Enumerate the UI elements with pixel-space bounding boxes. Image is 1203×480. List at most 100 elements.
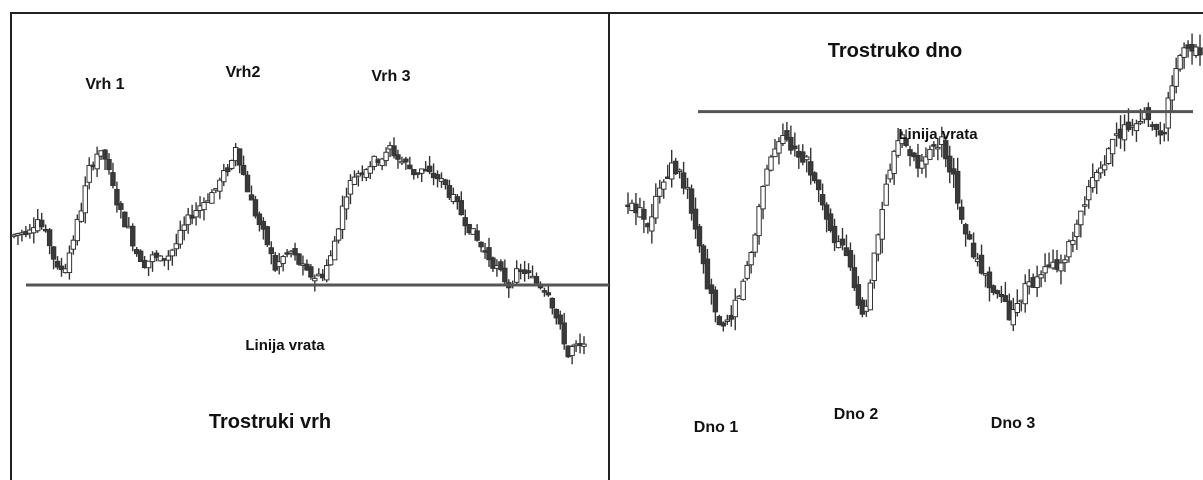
- candle-body: [1070, 240, 1076, 245]
- candle-body: [661, 181, 667, 190]
- candle-body: [680, 172, 687, 189]
- candle-body: [903, 138, 909, 146]
- candle-body: [1066, 241, 1072, 258]
- candle-body: [335, 228, 342, 241]
- candle-body: [879, 208, 885, 240]
- candle-body: [1038, 274, 1044, 279]
- candle-body: [181, 224, 187, 231]
- candle-body: [395, 154, 401, 160]
- candle-body: [411, 168, 417, 176]
- candle-body: [248, 194, 255, 201]
- candle-body: [986, 271, 993, 289]
- candle-body: [712, 289, 719, 313]
- candle-body: [688, 188, 695, 214]
- candle-body: [804, 156, 810, 161]
- candle-body: [867, 282, 874, 311]
- candle-body: [351, 176, 358, 185]
- candle-body: [887, 169, 893, 180]
- candle-body: [875, 234, 881, 255]
- candle-body: [676, 169, 683, 173]
- candle-body: [569, 346, 575, 357]
- candle-body: [379, 158, 385, 167]
- candle-body: [823, 204, 830, 220]
- candle-body: [895, 140, 901, 156]
- candle-body: [324, 265, 330, 281]
- candle-body: [201, 202, 207, 211]
- candle-body: [149, 254, 156, 263]
- candle-body: [458, 200, 464, 216]
- candle-body: [114, 188, 120, 206]
- left-peak-label-1: Vrh 1: [85, 76, 124, 93]
- candle-body: [776, 141, 782, 154]
- candle-body: [1086, 186, 1092, 201]
- candle-body: [756, 206, 762, 237]
- candle-body: [478, 241, 484, 248]
- candle-body: [58, 265, 65, 271]
- candle-body: [1078, 210, 1084, 226]
- candle-body: [391, 145, 397, 157]
- candle-body: [1133, 123, 1140, 132]
- candle-body: [145, 260, 152, 269]
- candle-body: [46, 229, 53, 247]
- candle-body: [407, 164, 413, 170]
- candle-body: [165, 255, 172, 261]
- candle-body: [426, 165, 433, 173]
- candle-body: [1121, 124, 1128, 141]
- candle-body: [339, 205, 346, 230]
- candle-body: [50, 246, 57, 260]
- candle-body: [1137, 121, 1144, 124]
- candle-body: [102, 149, 108, 160]
- candle-body: [434, 174, 441, 180]
- candle-body: [990, 285, 997, 293]
- candle-body: [383, 151, 389, 162]
- candle-body: [331, 240, 338, 261]
- candle-body: [788, 136, 794, 151]
- left-panel: Linija vrata Vrh 1 Vrh2 Vrh 3 Trostruki …: [11, 64, 609, 433]
- candle-body: [819, 194, 826, 206]
- candle-body: [221, 170, 227, 183]
- candle-body: [66, 252, 73, 274]
- candle-body: [931, 144, 937, 147]
- candle-body: [947, 155, 953, 173]
- candle-body: [1042, 266, 1048, 274]
- candle-body: [292, 248, 298, 256]
- candle-body: [919, 160, 925, 169]
- candle-body: [308, 266, 314, 278]
- candle-body: [704, 258, 711, 290]
- candle-body: [740, 280, 746, 301]
- candle-body: [296, 253, 302, 265]
- candle-body: [815, 179, 822, 191]
- candle-body: [276, 261, 282, 268]
- candle-body: [792, 145, 798, 150]
- left-panel-border: [10, 12, 610, 480]
- candle-body: [768, 156, 774, 171]
- candle-body: [966, 234, 973, 240]
- candle-body: [728, 315, 734, 320]
- candle-body: [657, 187, 663, 197]
- candle-body: [784, 130, 790, 140]
- candle-body: [672, 160, 679, 175]
- candle-body: [847, 250, 854, 268]
- candle-body: [891, 150, 897, 174]
- candle-body: [831, 225, 838, 244]
- candle-body: [1101, 164, 1108, 171]
- candle-body: [1197, 47, 1203, 56]
- candle-body: [684, 186, 691, 190]
- candle-body: [367, 166, 373, 174]
- candle-body: [692, 208, 699, 230]
- candle-body: [839, 238, 846, 246]
- candle-body: [1082, 204, 1088, 207]
- candle-body: [720, 322, 727, 327]
- candle-body: [700, 245, 707, 265]
- candle-body: [347, 179, 354, 195]
- right-title: Trostruko dno: [828, 40, 962, 62]
- candle-body: [193, 210, 199, 218]
- candle-body: [94, 153, 100, 170]
- candle-body: [260, 220, 267, 230]
- candle-body: [1002, 295, 1009, 303]
- candle-body: [177, 229, 183, 245]
- candle-body: [958, 206, 965, 220]
- candle-body: [229, 159, 235, 169]
